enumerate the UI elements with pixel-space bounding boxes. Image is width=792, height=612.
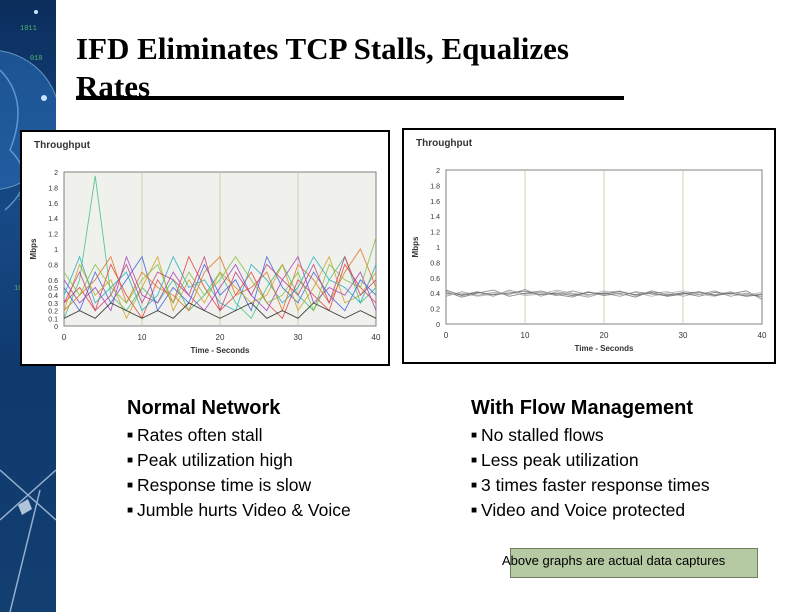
y-tick-label: 1.6 (430, 199, 440, 206)
list-item: ■ Response time is slow (127, 475, 312, 495)
y-tick-label: 2 (436, 168, 440, 175)
y-tick-label: 2 (54, 170, 58, 177)
y-tick-label: 0.6 (430, 276, 440, 283)
x-tick-label: 40 (372, 333, 381, 342)
chart-title: Throughput (416, 138, 473, 149)
bullet-icon: ■ (471, 430, 478, 441)
y-tick-label: 0.3 (48, 301, 58, 308)
y-tick-label: 0.4 (48, 293, 58, 300)
y-tick-label: 1.8 (430, 183, 440, 190)
series-line (63, 248, 377, 312)
heading-flow-management: With Flow Management (471, 397, 694, 419)
x-axis-label: Time - Seconds (191, 346, 251, 355)
y-tick-label: 1.2 (48, 232, 58, 239)
series-line (63, 255, 377, 312)
y-tick-label: 0.8 (48, 262, 58, 269)
bullets-flow-management: ■ No stalled flows ■ Less peak utilization… (471, 423, 710, 523)
list-item: ■ 3 times faster response times (471, 475, 710, 495)
x-tick-label: 10 (138, 333, 147, 342)
series-line (445, 289, 763, 297)
y-tick-label: 0.8 (430, 260, 440, 267)
y-tick-label: 1.2 (430, 230, 440, 237)
x-tick-label: 0 (444, 331, 449, 340)
list-item: ■ Less peak utilization (471, 450, 639, 470)
y-tick-label: 1 (54, 247, 58, 254)
svg-text:010: 010 (30, 55, 43, 63)
title-underline (76, 96, 624, 100)
y-tick-label: 1.6 (48, 201, 58, 208)
series-line (63, 255, 377, 312)
bullet-icon: ■ (471, 505, 478, 516)
x-axis-label: Time - Seconds (575, 344, 635, 353)
chart-flow-management-svg: Throughput 0 10 20 30 40 0 0.2 0.4 0.6 0.8 1 1.2 1.4 1… (404, 130, 774, 362)
list-item: ■ Jumble hurts Video & Voice (127, 500, 351, 520)
bullet-icon: ■ (127, 455, 134, 466)
series-line (63, 237, 377, 312)
y-tick-label: 0.1 (48, 316, 58, 323)
bullet-icon: ■ (471, 455, 478, 466)
x-tick-label: 30 (294, 333, 303, 342)
list-item: ■ No stalled flows (471, 425, 604, 445)
x-tick-label: 30 (679, 331, 688, 340)
y-tick-label: 0.4 (430, 291, 440, 298)
svg-text:1011: 1011 (20, 25, 37, 33)
series-line (445, 289, 763, 300)
chart-title: Throughput (34, 140, 91, 151)
y-tick-label: 1 (436, 245, 440, 252)
x-tick-label: 10 (521, 331, 530, 340)
chart-flow-management: Throughput 0 10 20 30 40 0 0.2 0.4 0.6 0.8 1 1.2 1.4 1… (402, 128, 776, 364)
y-tick-label: 1.4 (430, 214, 440, 221)
y-tick-label: 0.2 (430, 307, 440, 314)
x-tick-label: 40 (758, 331, 767, 340)
y-tick-label: 0 (436, 322, 440, 329)
series-line (63, 302, 377, 319)
slide-title: IFD Eliminates TCP Stalls, Equalizes Rat… (76, 30, 676, 106)
x-tick-label: 0 (62, 333, 67, 342)
list-item: ■ Video and Voice protected (471, 500, 686, 520)
y-axis-label: Mbps (411, 236, 420, 257)
note-box (510, 548, 758, 578)
y-tick-label: 0.2 (48, 309, 58, 316)
heading-normal-network: Normal Network (127, 397, 281, 419)
list-item: ■ Peak utilization high (127, 450, 293, 470)
x-tick-label: 20 (216, 333, 225, 342)
slide-title-line1: IFD Eliminates TCP Stalls, Equalizes (76, 31, 569, 66)
bullet-icon: ■ (127, 480, 134, 491)
series-line (63, 255, 377, 312)
bullet-icon: ■ (127, 430, 134, 441)
bullets-normal-network: ■ Rates often stall ■ Peak utilization hig… (127, 423, 351, 523)
bullet-icon: ■ (471, 480, 478, 491)
y-tick-label: 1.4 (48, 216, 58, 223)
bullet-icon: ■ (127, 505, 134, 516)
chart-normal-network: Throughput 0 10 20 30 40 0 0.1 0.2 0.3 0.4 0.5 0.6 0.… (20, 130, 390, 366)
y-tick-label: 1.8 (48, 185, 58, 192)
list-item: ■ Rates often stall (127, 425, 263, 445)
y-tick-label: 0 (54, 324, 58, 331)
y-tick-label: 0.5 (48, 286, 58, 293)
x-tick-label: 20 (600, 331, 609, 340)
y-tick-label: 0.6 (48, 278, 58, 285)
note-text: Above graphs are actual data captures (502, 553, 726, 568)
series-line (445, 289, 763, 297)
y-axis-label: Mbps (29, 238, 38, 259)
